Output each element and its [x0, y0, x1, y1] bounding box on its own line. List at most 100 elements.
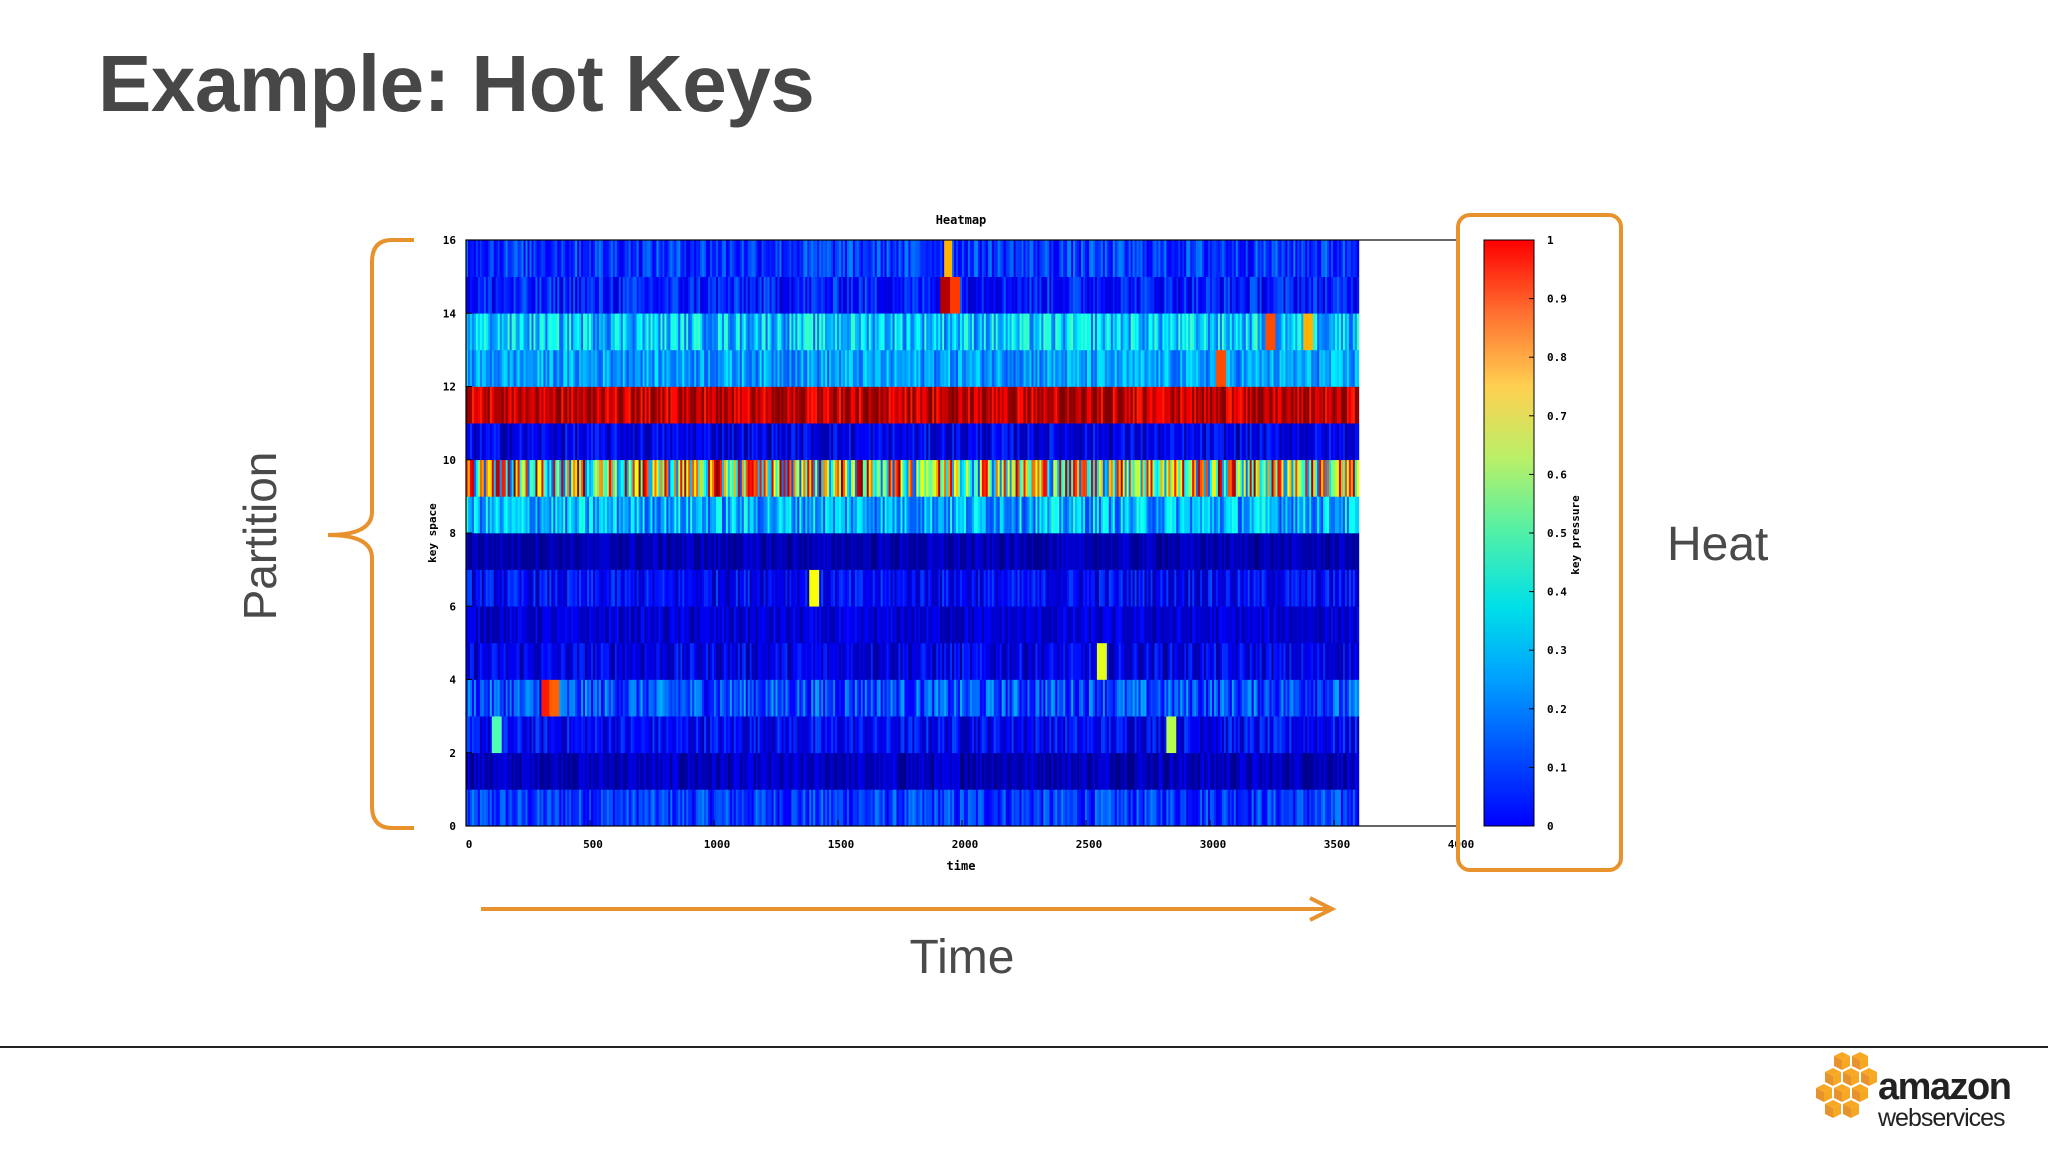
- heatmap-cell: [1059, 789, 1062, 827]
- heatmap-cell: [1073, 752, 1076, 790]
- heatmap-cell: [1354, 752, 1358, 790]
- heatmap-cell: [495, 569, 499, 607]
- heatmap-cell: [573, 606, 576, 644]
- heatmap-cell: [999, 569, 1003, 607]
- heatmap-cell: [666, 496, 669, 534]
- heatmap-cell: [467, 423, 471, 461]
- heatmap-cell: [539, 642, 542, 680]
- heatmap-cell: [926, 496, 929, 534]
- heatmap-cell: [1106, 569, 1110, 607]
- heatmap-cell: [908, 423, 911, 461]
- heatmap-cell: [1263, 423, 1266, 461]
- heatmap-cell: [1192, 496, 1195, 534]
- heatmap-cell: [920, 423, 923, 461]
- heatmap-cell: [785, 496, 788, 534]
- heatmap-cell: [1081, 459, 1084, 497]
- heatmap-cell: [1213, 606, 1217, 644]
- heatmap-cell: [483, 789, 487, 827]
- heatmap-cell: [967, 423, 971, 461]
- heatmap-cell: [1001, 569, 1005, 607]
- heatmap-cell: [799, 496, 802, 534]
- heatmap-cell: [646, 533, 649, 570]
- heatmap-cell: [956, 459, 959, 497]
- heatmap-cell: [594, 752, 598, 790]
- heatmap-cell: [575, 642, 578, 680]
- heatmap-cell: [1106, 679, 1110, 717]
- heatmap-cell: [771, 752, 774, 790]
- heatmap-cell: [485, 533, 489, 570]
- heatmap-cell: [628, 423, 632, 461]
- heatmap-cell: [1204, 459, 1207, 497]
- heatmap-cell: [743, 569, 747, 607]
- heatmap-cell: [771, 679, 774, 717]
- heatmap-cell: [479, 679, 483, 717]
- heatmap-cell: [1077, 533, 1080, 570]
- heatmap-cell: [656, 496, 659, 534]
- heatmap-cell: [1229, 642, 1233, 680]
- heatmap-cell: [543, 459, 546, 497]
- heatmap-cell: [749, 569, 753, 607]
- heatmap-cell: [1301, 716, 1304, 754]
- heatmap-cell: [1148, 569, 1151, 607]
- heatmap-cell: [906, 569, 909, 607]
- heatmap-cell: [1194, 533, 1197, 570]
- heatmap-cell: [1188, 679, 1191, 717]
- heatmap-cell: [868, 533, 872, 570]
- heatmap-cell: [1031, 496, 1034, 534]
- heatmap-cell: [952, 533, 955, 570]
- heatmap-cell: [636, 716, 640, 754]
- heatmap-cell: [880, 606, 884, 644]
- heatmap-cell: [1257, 606, 1260, 644]
- heatmap-cell: [803, 459, 806, 497]
- heatmap-cell: [1309, 789, 1312, 827]
- heatmap-cell: [473, 752, 477, 790]
- heatmap-cell: [1297, 789, 1300, 827]
- heatmap-cell: [616, 459, 620, 497]
- heatmap-cell: [874, 716, 878, 754]
- heatmap-cell: [638, 679, 641, 717]
- heatmap-cell: [1043, 459, 1046, 497]
- heatmap-cell: [1019, 679, 1022, 717]
- heatmap-cell: [1013, 752, 1016, 790]
- heatmap-cell: [658, 569, 661, 607]
- heatmap-cell: [636, 789, 640, 827]
- heatmap-cell: [1013, 716, 1016, 754]
- heatmap-cell: [1206, 459, 1209, 497]
- heatmap-cell: [1291, 752, 1294, 790]
- heatmap-cell: [1208, 716, 1211, 754]
- heatmap-cell: [1319, 606, 1322, 644]
- heatmap-cell: [934, 716, 937, 754]
- heatmap-cell: [614, 496, 618, 534]
- heatmap-cell: [874, 789, 878, 827]
- heatmap-cell: [1229, 606, 1233, 644]
- heatmap-cell: [610, 533, 614, 570]
- heatmap-cell: [1277, 606, 1280, 644]
- heatmap-cell: [660, 642, 663, 680]
- heatmap-cell: [777, 533, 780, 570]
- heatmap-cell: [920, 459, 923, 497]
- heatmap-cell: [1172, 752, 1175, 790]
- heatmap-cell: [747, 789, 751, 827]
- heatmap-cell: [1289, 606, 1292, 644]
- heatmap-cell: [890, 459, 893, 497]
- heatmap-cell: [523, 423, 526, 461]
- heatmap-cell: [684, 496, 687, 534]
- heatmap-cell: [811, 606, 814, 644]
- heatmap-cell: [975, 459, 979, 497]
- heatmap-cell: [1194, 642, 1197, 680]
- heatmap-cell: [598, 606, 602, 644]
- heatmap-cell: [997, 642, 1001, 680]
- heatmap-cell: [1055, 679, 1058, 717]
- heatmap-cell: [763, 716, 766, 754]
- heatmap-cell: [973, 496, 977, 534]
- heatmap-cell: [1192, 423, 1195, 461]
- heatmap-cell: [962, 679, 965, 717]
- heatmap-cell: [1333, 496, 1336, 534]
- heatmap-cell: [519, 423, 522, 461]
- heatmap-cell: [505, 569, 509, 607]
- heatmap-cell: [1027, 716, 1030, 754]
- heatmap-cell: [815, 496, 818, 534]
- heatmap-cell: [587, 569, 590, 607]
- heatmap-cell: [844, 423, 848, 461]
- heatmap-cell: [783, 533, 786, 570]
